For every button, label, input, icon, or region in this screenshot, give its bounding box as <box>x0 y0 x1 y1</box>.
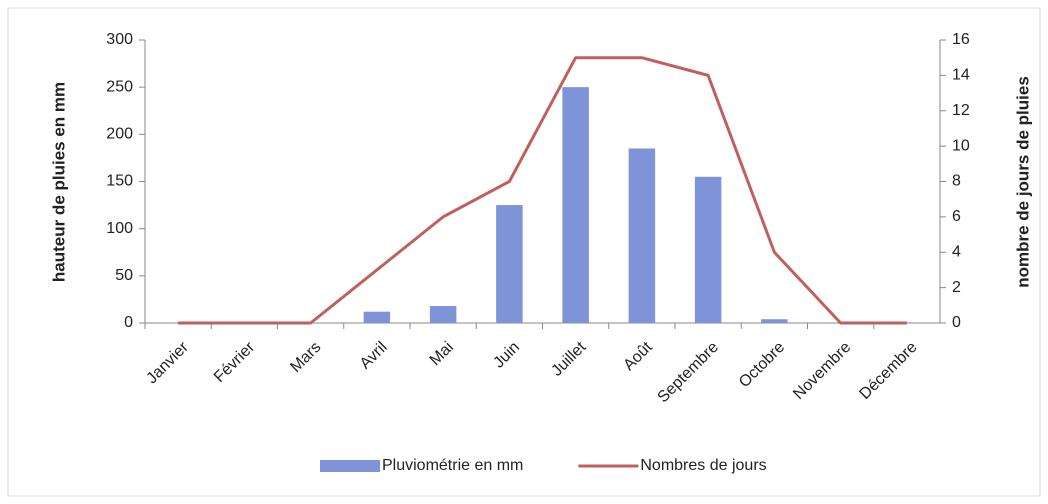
y2-tick-label: 14 <box>952 67 970 84</box>
bar <box>429 306 457 323</box>
y2-tick-label: 6 <box>952 208 961 225</box>
bar <box>761 319 788 323</box>
y-tick-label: 300 <box>106 31 133 48</box>
y-tick-label: 50 <box>115 267 133 284</box>
bar <box>496 205 523 323</box>
y2-tick-label: 2 <box>952 279 961 296</box>
y2-tick-label: 10 <box>952 137 970 154</box>
y-tick-label: 200 <box>106 126 133 143</box>
y2-tick-label: 8 <box>952 173 961 190</box>
y2-axis-title: nombre de jours de pluies <box>1013 76 1032 288</box>
y2-tick-label: 16 <box>952 31 970 48</box>
chart-frame <box>7 7 1041 497</box>
y2-tick-label: 4 <box>952 243 961 260</box>
y-tick-label: 250 <box>106 78 133 95</box>
line <box>178 56 907 325</box>
legend-label: Pluviométrie en mm <box>382 457 523 474</box>
y2-tick-label: 12 <box>952 102 970 119</box>
y-tick-label: 0 <box>124 314 133 331</box>
y-tick-label: 100 <box>106 220 133 237</box>
legend-swatch <box>320 460 380 472</box>
bar <box>694 176 722 323</box>
y-axis-title: hauteur de pluies en mm <box>49 82 68 282</box>
legend-label: Nombres de jours <box>640 457 766 474</box>
bar <box>562 87 589 324</box>
bar <box>363 311 391 323</box>
y-tick-label: 150 <box>106 173 133 190</box>
bar <box>628 148 656 323</box>
y2-tick-label: 0 <box>952 314 961 331</box>
